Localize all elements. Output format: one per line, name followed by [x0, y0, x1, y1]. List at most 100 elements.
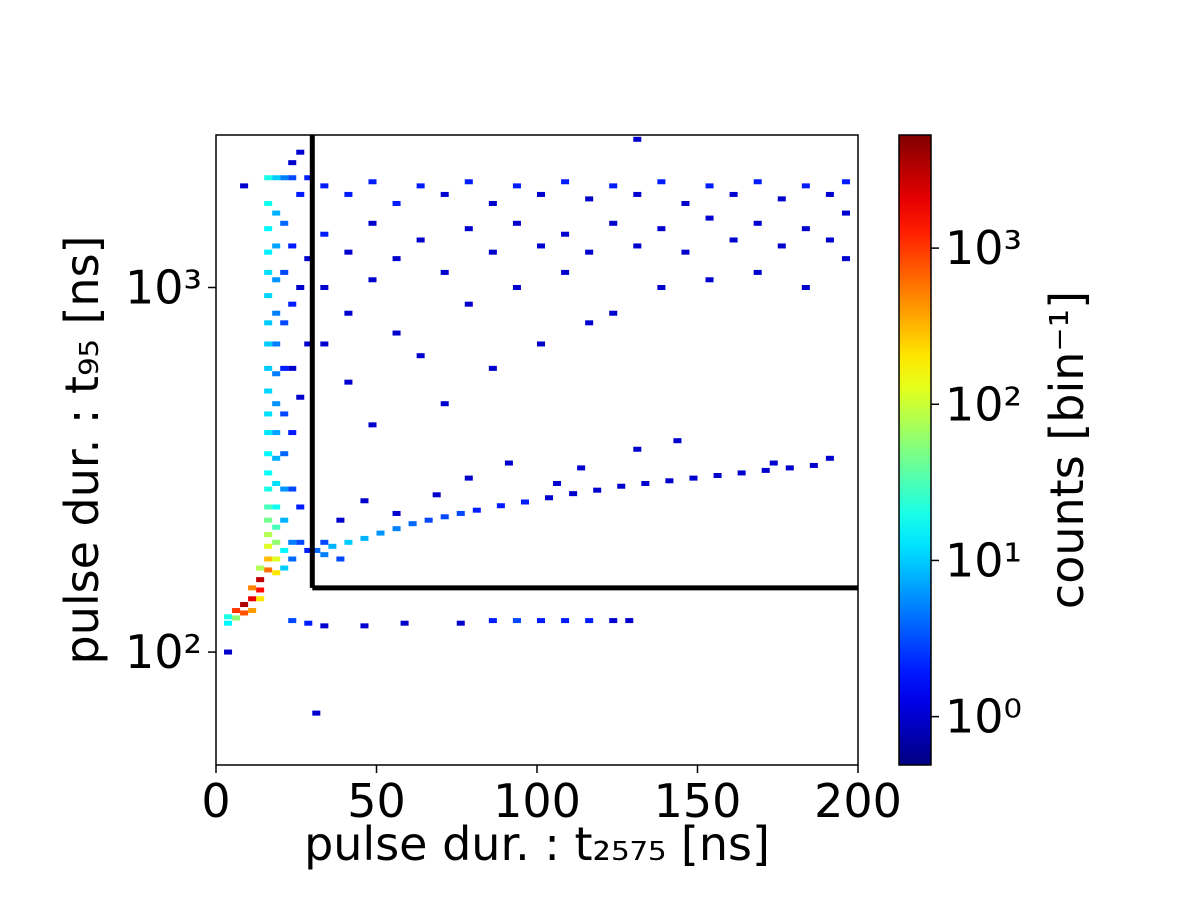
- heatmap-cell: [785, 465, 794, 471]
- heatmap-cell: [264, 504, 273, 510]
- heatmap-cell: [488, 249, 497, 255]
- heatmap-cell: [280, 175, 289, 181]
- y-tick-label: 10²: [125, 625, 202, 679]
- heatmap-cell: [504, 460, 513, 466]
- heatmap-cell: [288, 486, 297, 492]
- heatmap-cell: [360, 498, 369, 504]
- heatmap-cell: [753, 220, 762, 226]
- x-tick-label: 0: [201, 774, 230, 828]
- y-tick-label: 10³: [125, 260, 202, 314]
- heatmap-cell: [232, 615, 241, 621]
- heatmap-cell: [360, 535, 369, 541]
- heatmap-cell: [392, 200, 401, 206]
- heatmap-cell: [264, 430, 273, 436]
- heatmap-cell: [344, 191, 353, 197]
- heatmap-cell: [537, 243, 546, 249]
- heatmap-cell: [761, 467, 770, 473]
- heatmap-cell: [464, 301, 473, 307]
- heatmap-cell: [488, 365, 497, 371]
- heatmap-cell: [400, 620, 409, 626]
- heatmap-cell: [561, 618, 570, 624]
- heatmap-cell: [609, 220, 618, 226]
- heatmap-cell: [272, 539, 281, 545]
- heatmap-cell: [320, 341, 329, 347]
- heatmap-cell: [753, 269, 762, 275]
- heatmap-cell: [280, 365, 289, 371]
- heatmap-cell: [344, 539, 353, 545]
- heatmap-cell: [440, 269, 449, 275]
- heatmap-cell: [280, 411, 289, 417]
- heatmap-cell: [841, 256, 850, 262]
- heatmap-cell: [304, 341, 313, 347]
- heatmap-cell: [272, 430, 281, 436]
- heatmap-cell: [240, 602, 249, 608]
- heatmap-cell: [264, 249, 273, 255]
- heatmap-cell: [256, 587, 265, 593]
- heatmap-cell: [296, 504, 305, 510]
- heatmap-cell: [272, 556, 281, 562]
- heatmap-cell: [392, 330, 401, 336]
- heatmap-cell: [496, 503, 505, 509]
- heatmap-cell: [561, 179, 570, 185]
- heatmap-cell: [232, 608, 241, 614]
- heatmap-cell: [809, 462, 818, 468]
- heatmap-cell: [585, 249, 594, 255]
- heatmap-cell: [520, 499, 529, 505]
- heatmap-cell: [304, 620, 313, 626]
- heatmap-cell: [264, 175, 273, 181]
- x-axis-label: pulse dur. : t₂₅₇₅ [ns]: [304, 817, 770, 871]
- heatmap-cell: [224, 620, 233, 626]
- heatmap-cell: [537, 341, 546, 347]
- x-tick-label: 200: [814, 774, 902, 828]
- heatmap-cell: [296, 539, 305, 545]
- heatmap-cell: [280, 220, 289, 226]
- heatmap-cell: [320, 539, 329, 545]
- heatmap-cell: [472, 507, 481, 513]
- heatmap-cell: [416, 183, 425, 189]
- heatmap-cell: [280, 486, 289, 492]
- heatmap-cell: [256, 596, 265, 602]
- heatmap-cell: [280, 565, 289, 571]
- heatmap-cell: [272, 480, 281, 486]
- heatmap-cell: [633, 136, 642, 142]
- heatmap-cell: [272, 455, 281, 461]
- heatmap-cell: [264, 517, 273, 523]
- heatmap-cell: [344, 310, 353, 316]
- heatmap-cell: [625, 618, 634, 624]
- heatmap-cell: [440, 514, 449, 520]
- heatmap-cell: [264, 470, 273, 476]
- heatmap-cell: [272, 175, 281, 181]
- heatmap-cell: [336, 556, 345, 562]
- heatmap-cell: [512, 220, 521, 226]
- heatmap-cell: [456, 620, 465, 626]
- heatmap-cell: [432, 492, 441, 498]
- heatmap-cell: [264, 556, 273, 562]
- heatmap-cell: [368, 220, 377, 226]
- heatmap-cell: [512, 183, 521, 189]
- heatmap-cell: [312, 547, 321, 553]
- heatmap-cell: [777, 243, 786, 249]
- heatmap-cell: [248, 608, 257, 614]
- heatmap-cell: [328, 543, 337, 549]
- heatmap-cell: [488, 618, 497, 624]
- heatmap-cell: [272, 524, 281, 530]
- heatmap-cell: [585, 196, 594, 202]
- heatmap-cell: [673, 438, 682, 444]
- heatmap-cell: [288, 430, 297, 436]
- heatmap-cell: [280, 517, 289, 523]
- heatmap-cell: [657, 226, 666, 232]
- heatmap-cell: [304, 175, 313, 181]
- heatmap-cell: [617, 483, 626, 489]
- heatmap-cell: [280, 320, 289, 326]
- heatmap-cell: [264, 532, 273, 538]
- heatmap-cell: [609, 618, 618, 624]
- heatmap-cell: [304, 547, 313, 553]
- heatmap-cell: [304, 256, 313, 262]
- heatmap-cell: [609, 183, 618, 189]
- heatmap-cell: [537, 618, 546, 624]
- heatmap-cell: [416, 353, 425, 359]
- heatmap-cell: [488, 200, 497, 206]
- heatmap-cell: [320, 231, 329, 237]
- heatmap-cell: [272, 401, 281, 407]
- heatmap-cell: [264, 486, 273, 492]
